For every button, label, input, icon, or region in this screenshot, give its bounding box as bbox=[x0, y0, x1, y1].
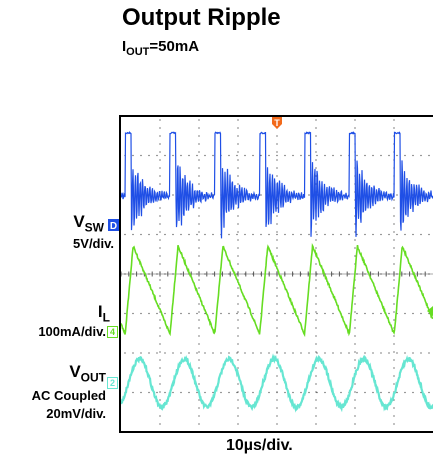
vsw-scale: 5V/div. bbox=[73, 236, 114, 251]
vsw-channel-marker: D bbox=[108, 219, 119, 232]
subtitle-sub: OUT bbox=[126, 46, 150, 58]
vout-scale: 20mV/div. bbox=[46, 406, 106, 421]
svg-text:4: 4 bbox=[110, 327, 115, 337]
vout-coupling: AC Coupled bbox=[31, 388, 106, 403]
il-offset-arrow bbox=[427, 306, 433, 316]
vsw-label: VSW bbox=[73, 212, 104, 235]
subtitle-main: I bbox=[122, 38, 127, 55]
subtitle-rest: =50mA bbox=[149, 38, 200, 55]
vout-channel-marker: 2 bbox=[107, 377, 118, 389]
chart-subtitle: IOUT=50mA bbox=[122, 38, 199, 58]
svg-text:2: 2 bbox=[110, 378, 115, 388]
vsw-trace bbox=[121, 130, 433, 239]
il-scale: 100mA/div. bbox=[38, 324, 106, 339]
vout-trace bbox=[121, 353, 433, 413]
chart-title: Output Ripple bbox=[122, 4, 281, 31]
il-channel-marker: 4 bbox=[107, 326, 118, 338]
x-axis-label: 10µs/div. bbox=[226, 437, 293, 454]
il-label: IL bbox=[97, 302, 110, 325]
svg-text:T: T bbox=[274, 118, 280, 128]
trigger-marker: T bbox=[272, 117, 282, 129]
svg-text:D: D bbox=[110, 221, 117, 232]
scope-frame bbox=[119, 115, 433, 433]
vout-label: VOUT bbox=[69, 362, 106, 385]
scope-grid bbox=[120, 119, 433, 425]
il-trace bbox=[121, 243, 433, 338]
